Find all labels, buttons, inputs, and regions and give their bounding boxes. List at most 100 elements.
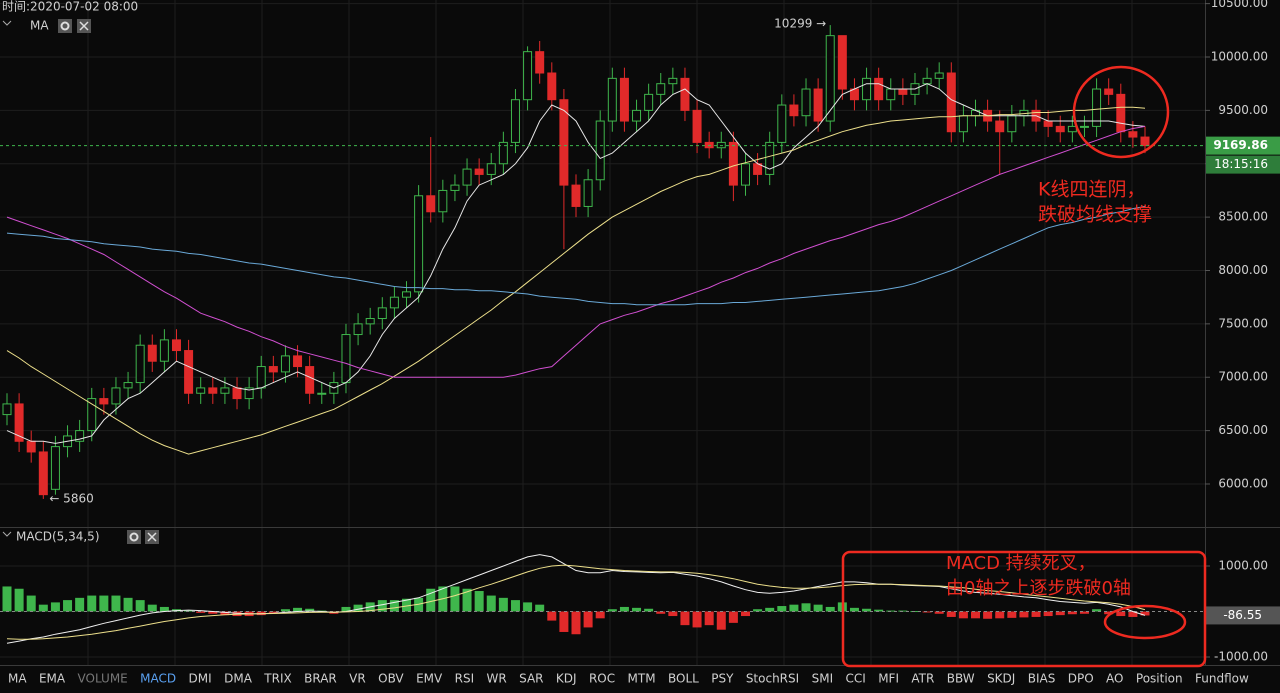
candle-body [147, 344, 157, 362]
candle-body [874, 77, 884, 101]
candle-body [632, 109, 642, 122]
close-glyph [147, 532, 157, 542]
histogram-bar [1031, 611, 1041, 617]
candle-body [474, 168, 484, 175]
indicator-tab[interactable]: SMI [812, 672, 834, 686]
indicator-tab[interactable]: Fundflow [1195, 672, 1249, 686]
candle-body [595, 120, 605, 181]
candle-body [462, 168, 472, 186]
histogram-bar [402, 598, 412, 612]
candle-body [232, 387, 242, 400]
candle-body [934, 72, 944, 79]
indicator-tab[interactable]: RSI [455, 672, 475, 686]
indicator-tab[interactable]: Position [1136, 672, 1183, 686]
indicator-tab[interactable]: VR [349, 672, 366, 686]
indicator-tab[interactable]: BIAS [1028, 672, 1056, 686]
indicator-tab[interactable]: BRAR [304, 672, 337, 686]
histogram-bar [14, 588, 24, 612]
y-tick-label: -1000.00 [1214, 649, 1268, 663]
indicator-tab[interactable]: MA [8, 672, 27, 686]
indicator-tab[interactable]: CCI [846, 672, 866, 686]
histogram-bar [486, 595, 496, 612]
candle-body [38, 451, 48, 496]
indicator-tab[interactable]: BOLL [668, 672, 699, 686]
indicator-tab[interactable]: EMA [39, 672, 66, 686]
histogram-bar [716, 611, 726, 630]
indicator-tab[interactable]: TRIX [263, 672, 291, 686]
candle-body [208, 387, 218, 394]
indicator-tab[interactable]: EMV [416, 672, 443, 686]
indicator-tab[interactable]: VOLUME [78, 672, 128, 686]
histogram-bar [1019, 611, 1029, 618]
y-tick-label: 10500.00 [1211, 0, 1268, 10]
candle-body [644, 93, 654, 111]
indicator-tab[interactable]: MTM [628, 672, 656, 686]
price-tag [1206, 136, 1280, 155]
collapse-arrow[interactable] [2, 20, 12, 537]
candle-body [498, 141, 508, 165]
settings-icon[interactable] [127, 530, 141, 544]
time-label: 时间:2020-07-02 08:00 [2, 0, 138, 14]
histogram-bar [1092, 609, 1102, 612]
highlight-box [841, 550, 1207, 668]
indicator-tab[interactable]: PSY [711, 672, 734, 686]
low-annotation: ← 5860 [49, 491, 93, 505]
indicator-tab[interactable]: DMI [189, 672, 212, 686]
ma-line [6, 106, 1146, 455]
histogram-bar [1116, 611, 1126, 617]
indicator-tab[interactable]: ATR [911, 672, 934, 686]
candle-body [426, 195, 436, 213]
histogram-bar [801, 603, 811, 612]
indicator-tab[interactable]: DMA [224, 672, 253, 686]
histogram-bar [668, 611, 678, 617]
candle-body [789, 104, 799, 117]
indicator-tab[interactable]: DPO [1068, 672, 1094, 686]
candle-body [995, 120, 1005, 133]
candle-body [111, 387, 121, 405]
candle-body [268, 366, 278, 373]
indicator-tab[interactable]: StochRSI [746, 672, 799, 686]
candle-body [256, 366, 266, 389]
indicator-tab[interactable]: AO [1106, 672, 1123, 686]
candle-body [171, 339, 181, 352]
indicator-tab[interactable]: OBV [378, 672, 404, 686]
histogram-bar [87, 595, 97, 612]
indicator-tab[interactable]: WR [487, 672, 507, 686]
candle-body [777, 104, 787, 143]
histogram-bar [1128, 611, 1138, 617]
candle-body [402, 291, 412, 298]
indicator-tab[interactable]: SAR [519, 672, 543, 686]
settings-icon[interactable] [58, 19, 72, 33]
histogram-bar [1055, 611, 1065, 616]
macd-line [6, 554, 1146, 644]
histogram-bar [135, 600, 145, 612]
indicator-tab[interactable]: MACD [140, 672, 176, 686]
y-tick-label: 9500.00 [1218, 103, 1268, 117]
candle-body [656, 83, 666, 95]
candle-body [2, 403, 12, 416]
candle-body [377, 307, 387, 320]
candle-body [1007, 115, 1017, 133]
histogram-bar [680, 611, 690, 626]
highlight-circle [1072, 65, 1170, 159]
candle-body [946, 72, 956, 133]
candle-body [680, 77, 690, 111]
ma-line [6, 125, 1146, 378]
candle-body [547, 72, 557, 101]
macd-line [6, 564, 1146, 640]
histogram-bar [765, 607, 775, 612]
annotation: K线四连阴， [1038, 179, 1145, 201]
indicator-tab[interactable]: BBW [947, 672, 975, 686]
candle-body [704, 141, 714, 149]
indicator-tab[interactable]: KDJ [556, 672, 577, 686]
candle-body [523, 51, 533, 101]
candles [2, 25, 1150, 499]
y-tick-label: 10000.00 [1211, 50, 1268, 64]
histogram-bar [389, 600, 399, 612]
indicator-tab[interactable]: MFI [878, 672, 899, 686]
indicator-tab[interactable]: SKDJ [987, 672, 1015, 686]
indicator-tab[interactable]: ROC [589, 672, 615, 686]
candle-body [196, 387, 206, 394]
candle-body [123, 382, 133, 389]
candle-body [607, 77, 617, 122]
